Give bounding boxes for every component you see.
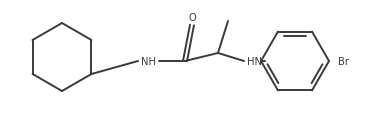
Text: Br: Br [338, 56, 349, 66]
Text: O: O [188, 13, 196, 23]
Text: NH: NH [141, 56, 156, 66]
Text: HN: HN [247, 56, 262, 66]
